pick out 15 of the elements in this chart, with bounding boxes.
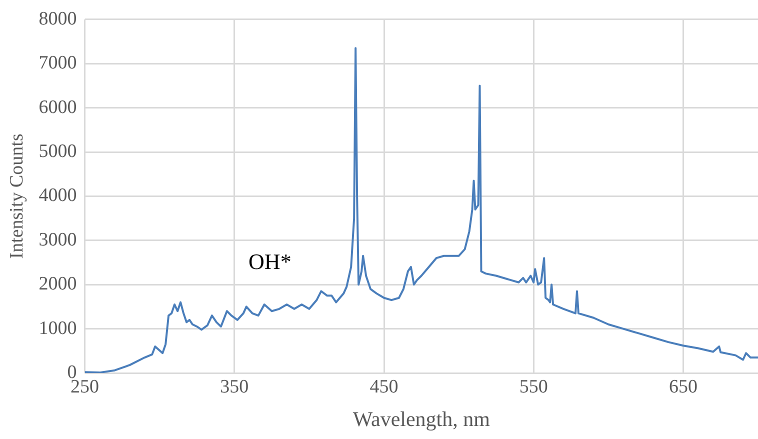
y-tick-label: 5000 [38, 140, 77, 162]
y-tick-label: 7000 [38, 52, 77, 74]
y-tick-label: 3000 [38, 229, 77, 250]
x-tick-label: 550 [519, 376, 548, 398]
y-tick-label: 8000 [38, 8, 77, 30]
y-tick-label: 1000 [38, 318, 77, 339]
x-axis-title: Wavelength, nm [352, 406, 490, 431]
x-tick-label: 650 [668, 376, 698, 398]
annotation: OH* [248, 248, 292, 274]
x-tick-label: 350 [220, 376, 249, 398]
x-tick-label: 450 [370, 376, 398, 398]
y-tick-label: 4000 [38, 185, 77, 206]
y-tick-label: 2000 [38, 274, 77, 295]
y-axis-title: Intensity Counts [6, 134, 28, 259]
y-tick-label: 6000 [38, 96, 77, 118]
